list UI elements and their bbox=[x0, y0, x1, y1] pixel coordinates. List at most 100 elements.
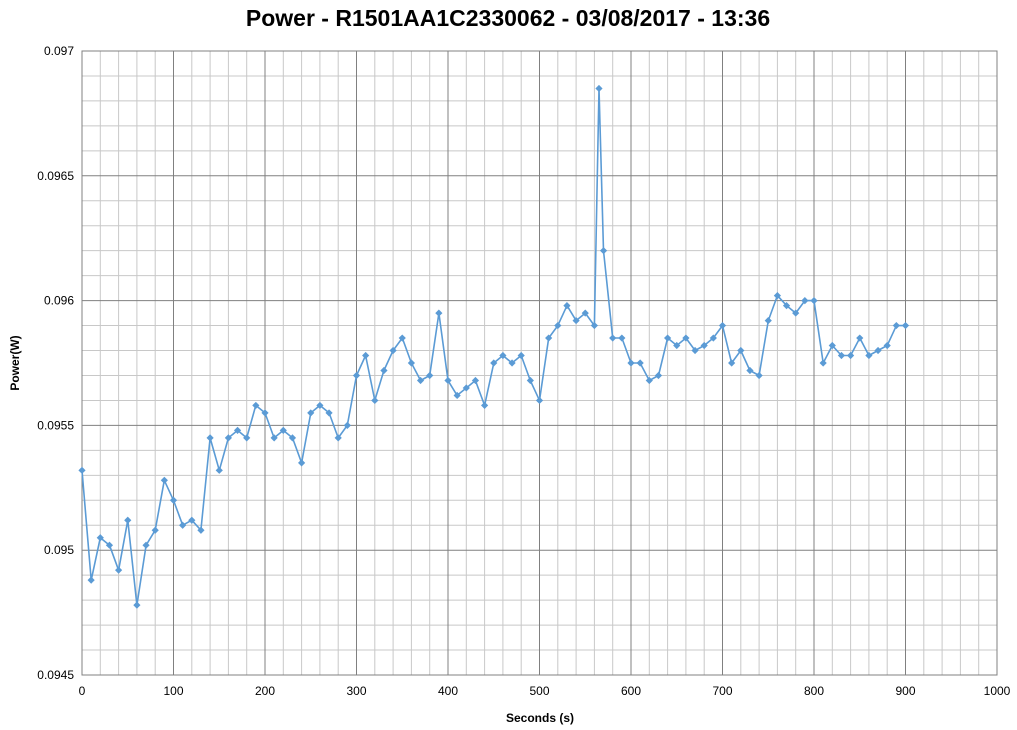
data-point-marker bbox=[508, 359, 516, 367]
data-point-marker bbox=[874, 346, 882, 355]
y-tick-label: 0.0965 bbox=[37, 169, 74, 183]
data-point-marker bbox=[892, 321, 900, 330]
data-point-marker bbox=[554, 321, 562, 330]
data-point-marker bbox=[595, 84, 603, 93]
major-grid bbox=[81, 50, 998, 676]
data-point-marker bbox=[298, 459, 306, 467]
data-point-marker bbox=[883, 341, 891, 350]
data-point-marker bbox=[746, 366, 754, 375]
data-point-marker bbox=[325, 409, 333, 417]
data-point-marker bbox=[160, 476, 168, 484]
data-point-marker bbox=[645, 376, 653, 385]
data-point-marker bbox=[352, 371, 361, 380]
data-point-marker bbox=[179, 521, 187, 529]
chart-title: Power - R1501AA1C2330062 - 03/08/2017 - … bbox=[246, 5, 770, 31]
data-point-marker bbox=[87, 576, 95, 584]
data-point-marker bbox=[563, 301, 571, 310]
data-point-marker bbox=[279, 426, 287, 434]
x-axis-tick-labels: 0 100 200 300 400 500 600 700 800 900 1000 bbox=[79, 684, 1011, 698]
data-point-marker bbox=[865, 351, 873, 360]
data-point-marker bbox=[526, 376, 534, 385]
data-point-marker bbox=[206, 434, 214, 442]
data-point-marker bbox=[755, 371, 763, 380]
x-tick-label: 200 bbox=[255, 684, 275, 698]
x-tick-label: 400 bbox=[438, 684, 458, 698]
data-point-marker bbox=[618, 334, 626, 342]
data-point-marker bbox=[682, 334, 690, 342]
data-point-marker bbox=[334, 434, 342, 442]
data-point-marker bbox=[700, 341, 708, 350]
data-point-marker bbox=[462, 384, 470, 392]
series-line bbox=[81, 87, 906, 606]
data-point-marker bbox=[718, 321, 727, 330]
data-point-marker bbox=[581, 309, 589, 317]
data-point-marker bbox=[243, 434, 251, 442]
y-tick-label: 0.0955 bbox=[37, 418, 74, 432]
data-point-marker bbox=[691, 346, 699, 355]
data-point-marker bbox=[599, 247, 608, 255]
x-tick-label: 600 bbox=[621, 684, 641, 698]
data-point-marker bbox=[371, 396, 379, 405]
y-tick-label: 0.097 bbox=[44, 44, 74, 58]
data-point-marker bbox=[636, 359, 644, 367]
data-point-marker bbox=[901, 321, 910, 330]
data-point-marker bbox=[444, 376, 452, 385]
data-point-marker bbox=[764, 316, 772, 325]
data-point-marker bbox=[728, 359, 736, 367]
data-point-marker bbox=[481, 401, 489, 410]
data-point-marker bbox=[215, 466, 223, 474]
data-point-marker bbox=[224, 434, 232, 442]
data-point-marker bbox=[773, 292, 781, 300]
series-layer bbox=[78, 84, 910, 609]
plot-area bbox=[81, 50, 998, 676]
x-tick-label: 800 bbox=[804, 684, 824, 698]
data-point-marker bbox=[78, 466, 86, 474]
data-point-marker bbox=[572, 316, 580, 325]
data-point-marker bbox=[96, 534, 104, 542]
data-point-marker bbox=[188, 516, 196, 524]
data-point-marker bbox=[389, 346, 397, 355]
data-point-marker bbox=[133, 601, 141, 609]
data-point-marker bbox=[737, 346, 745, 355]
x-axis-title: Seconds (s) bbox=[506, 711, 574, 725]
data-point-marker bbox=[142, 541, 150, 549]
data-point-marker bbox=[380, 366, 388, 375]
data-point-marker bbox=[124, 516, 132, 524]
data-point-marker bbox=[792, 309, 800, 317]
data-point-marker bbox=[115, 566, 123, 574]
data-point-marker bbox=[517, 351, 525, 360]
data-point-marker bbox=[810, 297, 818, 305]
y-tick-label: 0.095 bbox=[44, 543, 74, 557]
data-point-marker bbox=[664, 334, 672, 342]
data-point-marker bbox=[343, 421, 351, 429]
data-point-marker bbox=[535, 396, 544, 405]
data-point-marker bbox=[362, 351, 370, 360]
data-point-marker bbox=[837, 351, 846, 360]
y-tick-label: 0.0945 bbox=[37, 668, 74, 682]
data-point-marker bbox=[654, 371, 663, 380]
data-point-marker bbox=[151, 526, 159, 534]
data-point-marker bbox=[590, 321, 598, 330]
data-point-marker bbox=[801, 297, 809, 305]
data-point-marker bbox=[252, 401, 260, 410]
data-point-marker bbox=[847, 351, 855, 360]
data-point-marker bbox=[197, 526, 205, 534]
data-point-marker bbox=[673, 341, 681, 350]
data-point-marker bbox=[416, 376, 425, 385]
data-point-marker bbox=[782, 301, 791, 310]
data-point-marker bbox=[545, 334, 553, 342]
data-point-marker bbox=[105, 541, 114, 549]
data-point-marker bbox=[627, 359, 635, 367]
data-point-marker bbox=[426, 371, 434, 380]
x-tick-label: 300 bbox=[346, 684, 366, 698]
y-axis-tick-labels: 0.0945 0.095 0.0955 0.096 0.0965 0.097 bbox=[37, 44, 74, 682]
data-point-marker bbox=[609, 334, 617, 342]
x-tick-label: 500 bbox=[529, 684, 549, 698]
data-point-marker bbox=[398, 334, 406, 342]
data-point-marker bbox=[407, 359, 415, 367]
data-point-marker bbox=[288, 434, 297, 442]
data-point-marker bbox=[828, 341, 836, 350]
data-point-marker bbox=[307, 409, 315, 417]
data-point-marker bbox=[270, 434, 278, 442]
